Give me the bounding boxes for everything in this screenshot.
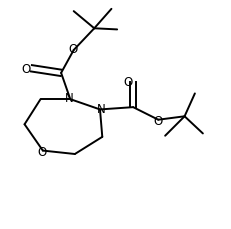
Text: O: O <box>37 145 47 158</box>
Text: O: O <box>123 76 132 88</box>
Text: O: O <box>68 43 77 56</box>
Text: N: N <box>64 92 73 105</box>
Text: N: N <box>96 102 105 115</box>
Text: O: O <box>153 114 162 127</box>
Text: O: O <box>21 63 30 75</box>
